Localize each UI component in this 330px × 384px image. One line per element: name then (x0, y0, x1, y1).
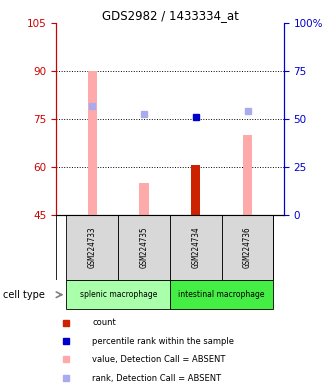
Bar (191, 166, 201, 215)
Text: GSM224733: GSM224733 (88, 227, 97, 268)
Text: percentile rank within the sample: percentile rank within the sample (92, 337, 234, 346)
Text: GSM224734: GSM224734 (191, 227, 200, 268)
Text: splenic macrophage: splenic macrophage (80, 290, 157, 299)
Bar (139, 183, 149, 215)
Bar (222, 215, 274, 280)
Bar (170, 215, 222, 280)
Bar (243, 135, 252, 215)
Bar (118, 215, 170, 280)
Bar (66, 215, 118, 280)
Text: rank, Detection Call = ABSENT: rank, Detection Call = ABSENT (92, 374, 221, 382)
Bar (66, 280, 170, 309)
Text: GSM224736: GSM224736 (243, 227, 252, 268)
Text: GSM224735: GSM224735 (140, 227, 148, 268)
Title: GDS2982 / 1433334_at: GDS2982 / 1433334_at (102, 9, 238, 22)
Bar (170, 280, 274, 309)
Text: count: count (92, 318, 116, 327)
Text: cell type: cell type (3, 290, 45, 300)
Text: intestinal macrophage: intestinal macrophage (179, 290, 265, 299)
Bar (88, 71, 97, 215)
Text: value, Detection Call = ABSENT: value, Detection Call = ABSENT (92, 355, 226, 364)
